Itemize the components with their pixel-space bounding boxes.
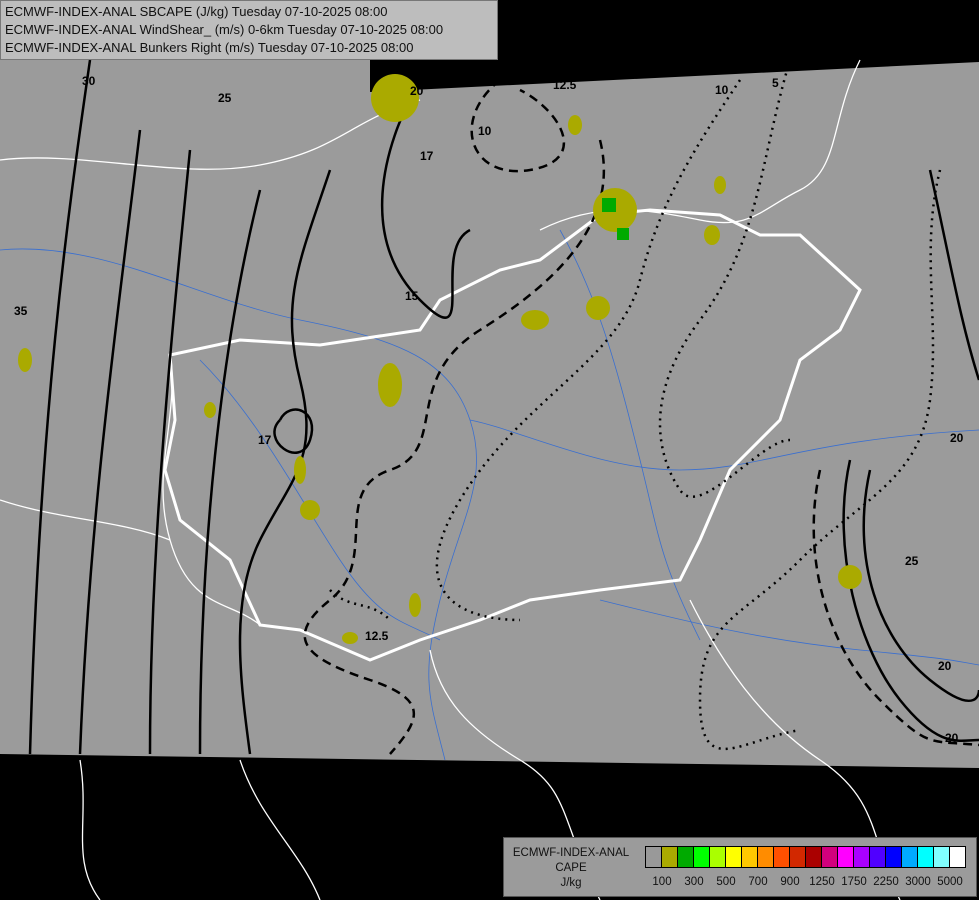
windshear-contours	[28, 59, 979, 755]
svg-text:20: 20	[410, 84, 424, 98]
legend-units: J/kg	[560, 877, 582, 889]
legend-swatch	[774, 847, 790, 867]
legend-swatch	[806, 847, 822, 867]
legend-tick-label: 1250	[809, 876, 835, 888]
legend-tick-label: 100	[652, 876, 672, 888]
legend-model: ECMWF-INDEX-ANAL	[512, 847, 630, 859]
legend-swatch	[822, 847, 838, 867]
legend-color-bar	[645, 846, 966, 868]
svg-text:5: 5	[772, 76, 779, 90]
legend-swatch	[726, 847, 742, 867]
title-sbcape: ECMWF-INDEX-ANAL SBCAPE (J/kg) Tuesday 0…	[5, 4, 388, 19]
contour-labels: 30 25 35 20 17 15 12.5 10 5 17 15 12.5 2…	[14, 71, 964, 745]
legend-swatch	[646, 847, 662, 867]
legend-swatch	[758, 847, 774, 867]
legend-tick-label: 5000	[937, 876, 963, 888]
legend-ticks: 100 300 500 700 900 1250 1750 2250 3000 5000	[645, 876, 967, 894]
svg-text:25: 25	[218, 91, 232, 105]
legend-tick-label: 3000	[905, 876, 931, 888]
svg-text:17: 17	[420, 149, 434, 163]
legend-tick-label: 1750	[841, 876, 867, 888]
title-windshear: ECMWF-INDEX-ANAL WindShear_ (m/s) 0-6km …	[5, 22, 444, 37]
svg-text:15: 15	[405, 289, 419, 303]
dotted-contours	[329, 59, 942, 751]
legend-tick-label: 300	[684, 876, 704, 888]
cape-areas	[18, 74, 862, 644]
svg-text:30: 30	[82, 74, 96, 88]
legend-tick-label: 700	[748, 876, 768, 888]
svg-text:10: 10	[715, 83, 729, 97]
legend-swatch	[710, 847, 726, 867]
legend-swatch	[918, 847, 934, 867]
legend-swatch	[678, 847, 694, 867]
legend-swatch	[902, 847, 918, 867]
legend-tick-label: 500	[716, 876, 736, 888]
svg-text:20: 20	[945, 731, 959, 745]
rivers	[0, 229, 979, 761]
legend-swatch	[838, 847, 854, 867]
svg-text:35: 35	[14, 304, 28, 318]
model-domain	[0, 0, 979, 768]
legend-tick-label: 900	[780, 876, 800, 888]
title-bunkers: ECMWF-INDEX-ANAL Bunkers Right (m/s) Tue…	[5, 40, 414, 55]
legend-swatch	[790, 847, 806, 867]
legend-swatch	[742, 847, 758, 867]
cape-legend: ECMWF-INDEX-ANAL CAPE J/kg 100 300 500 700 9…	[503, 837, 977, 897]
legend-swatch	[662, 847, 678, 867]
legend-title: ECMWF-INDEX-ANAL CAPE J/kg	[508, 846, 634, 891]
svg-text:12.5: 12.5	[365, 629, 389, 643]
map-title-box: ECMWF-INDEX-ANAL SBCAPE (J/kg) Tuesday 0…	[0, 0, 498, 60]
legend-swatch	[854, 847, 870, 867]
legend-swatch	[950, 847, 965, 867]
svg-text:10: 10	[478, 124, 492, 138]
bunkers-contours	[303, 79, 979, 755]
svg-text:20: 20	[950, 431, 964, 445]
legend-tick-label: 2250	[873, 876, 899, 888]
legend-variable: CAPE	[555, 862, 587, 874]
legend-swatch	[694, 847, 710, 867]
hungary-border	[163, 208, 862, 662]
legend-swatch	[886, 847, 902, 867]
svg-text:12.5: 12.5	[553, 78, 577, 92]
svg-text:15: 15	[490, 71, 504, 85]
legend-swatch	[934, 847, 950, 867]
svg-text:25: 25	[905, 554, 919, 568]
svg-text:20: 20	[938, 659, 952, 673]
svg-text:17: 17	[258, 433, 272, 447]
legend-swatch	[870, 847, 886, 867]
